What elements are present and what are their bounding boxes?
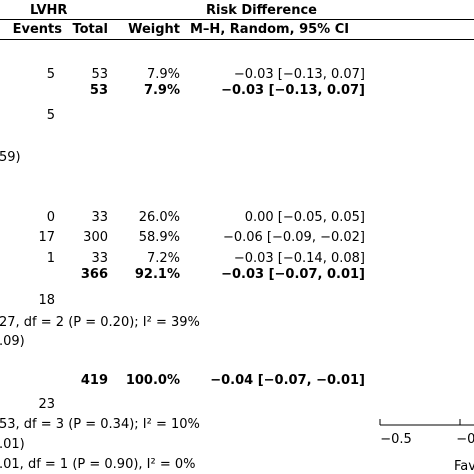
cell-weight: 7.9% [146, 67, 180, 82]
cell-events: 5 [46, 67, 55, 82]
cell-weight: 7.2% [146, 251, 180, 266]
cell-total: 33 [91, 210, 108, 225]
cell-events: 1 [46, 251, 55, 266]
effect-title: Risk Difference [206, 3, 317, 18]
header-rule-bottom [0, 39, 474, 40]
cell-weight: 58.9% [138, 230, 180, 245]
col-total-header: Total [72, 22, 108, 37]
tick-label: −0.2 [456, 432, 474, 447]
cell-weight: 7.9% [143, 83, 180, 98]
cell-weight: 100.0% [125, 373, 180, 388]
row-text-fragment: 59) [0, 150, 21, 165]
cell-total: 33 [91, 251, 108, 266]
cell-risk-difference: −0.03 [−0.13, 0.07] [221, 83, 365, 98]
cell-risk-difference: −0.03 [−0.13, 0.07] [233, 67, 365, 82]
header-rule-top [0, 19, 474, 20]
col-weight-header: Weight [128, 22, 180, 37]
favours-label: Fav [454, 459, 474, 474]
row-text-fragment: 53, df = 3 (P = 0.34); I² = 10% [0, 417, 200, 432]
cell-risk-difference: −0.04 [−0.07, −0.01] [210, 373, 365, 388]
row-text-fragment: .09) [0, 334, 25, 349]
col-events-header: Events [12, 22, 62, 37]
cell-total: 300 [83, 230, 108, 245]
cell-risk-difference: −0.03 [−0.07, 0.01] [221, 267, 365, 282]
cell-risk-difference: −0.03 [−0.14, 0.08] [233, 251, 365, 266]
cell-risk-difference: −0.06 [−0.09, −0.02] [222, 230, 365, 245]
row-text-fragment: .01, df = 1 (P = 0.90), I² = 0% [0, 457, 196, 472]
group-label: LVHR [30, 3, 68, 18]
cell-weight: 26.0% [138, 210, 180, 225]
cell-events: 17 [38, 230, 55, 245]
cell-events: 5 [46, 108, 55, 123]
col-effect-header: M–H, Random, 95% CI [190, 22, 350, 37]
cell-total: 53 [89, 83, 108, 98]
cell-events: 18 [38, 293, 55, 308]
tick-label: −0.5 [380, 432, 412, 447]
cell-events: 23 [38, 397, 55, 412]
cell-total: 419 [80, 373, 108, 388]
cell-total: 53 [91, 67, 108, 82]
row-text-fragment: 27, df = 2 (P = 0.20); I² = 39% [0, 315, 200, 330]
cell-total: 366 [80, 267, 108, 282]
cell-risk-difference: 0.00 [−0.05, 0.05] [244, 210, 365, 225]
row-text-fragment: .01) [0, 437, 25, 452]
cell-weight: 92.1% [134, 267, 180, 282]
cell-events: 0 [46, 210, 55, 225]
